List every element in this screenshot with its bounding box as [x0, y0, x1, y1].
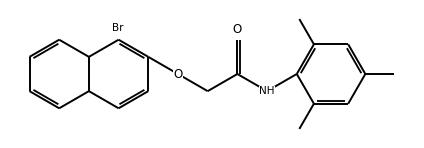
Text: O: O	[173, 67, 183, 81]
Text: Br: Br	[112, 23, 123, 33]
Text: O: O	[233, 23, 242, 36]
Text: NH: NH	[259, 86, 275, 96]
